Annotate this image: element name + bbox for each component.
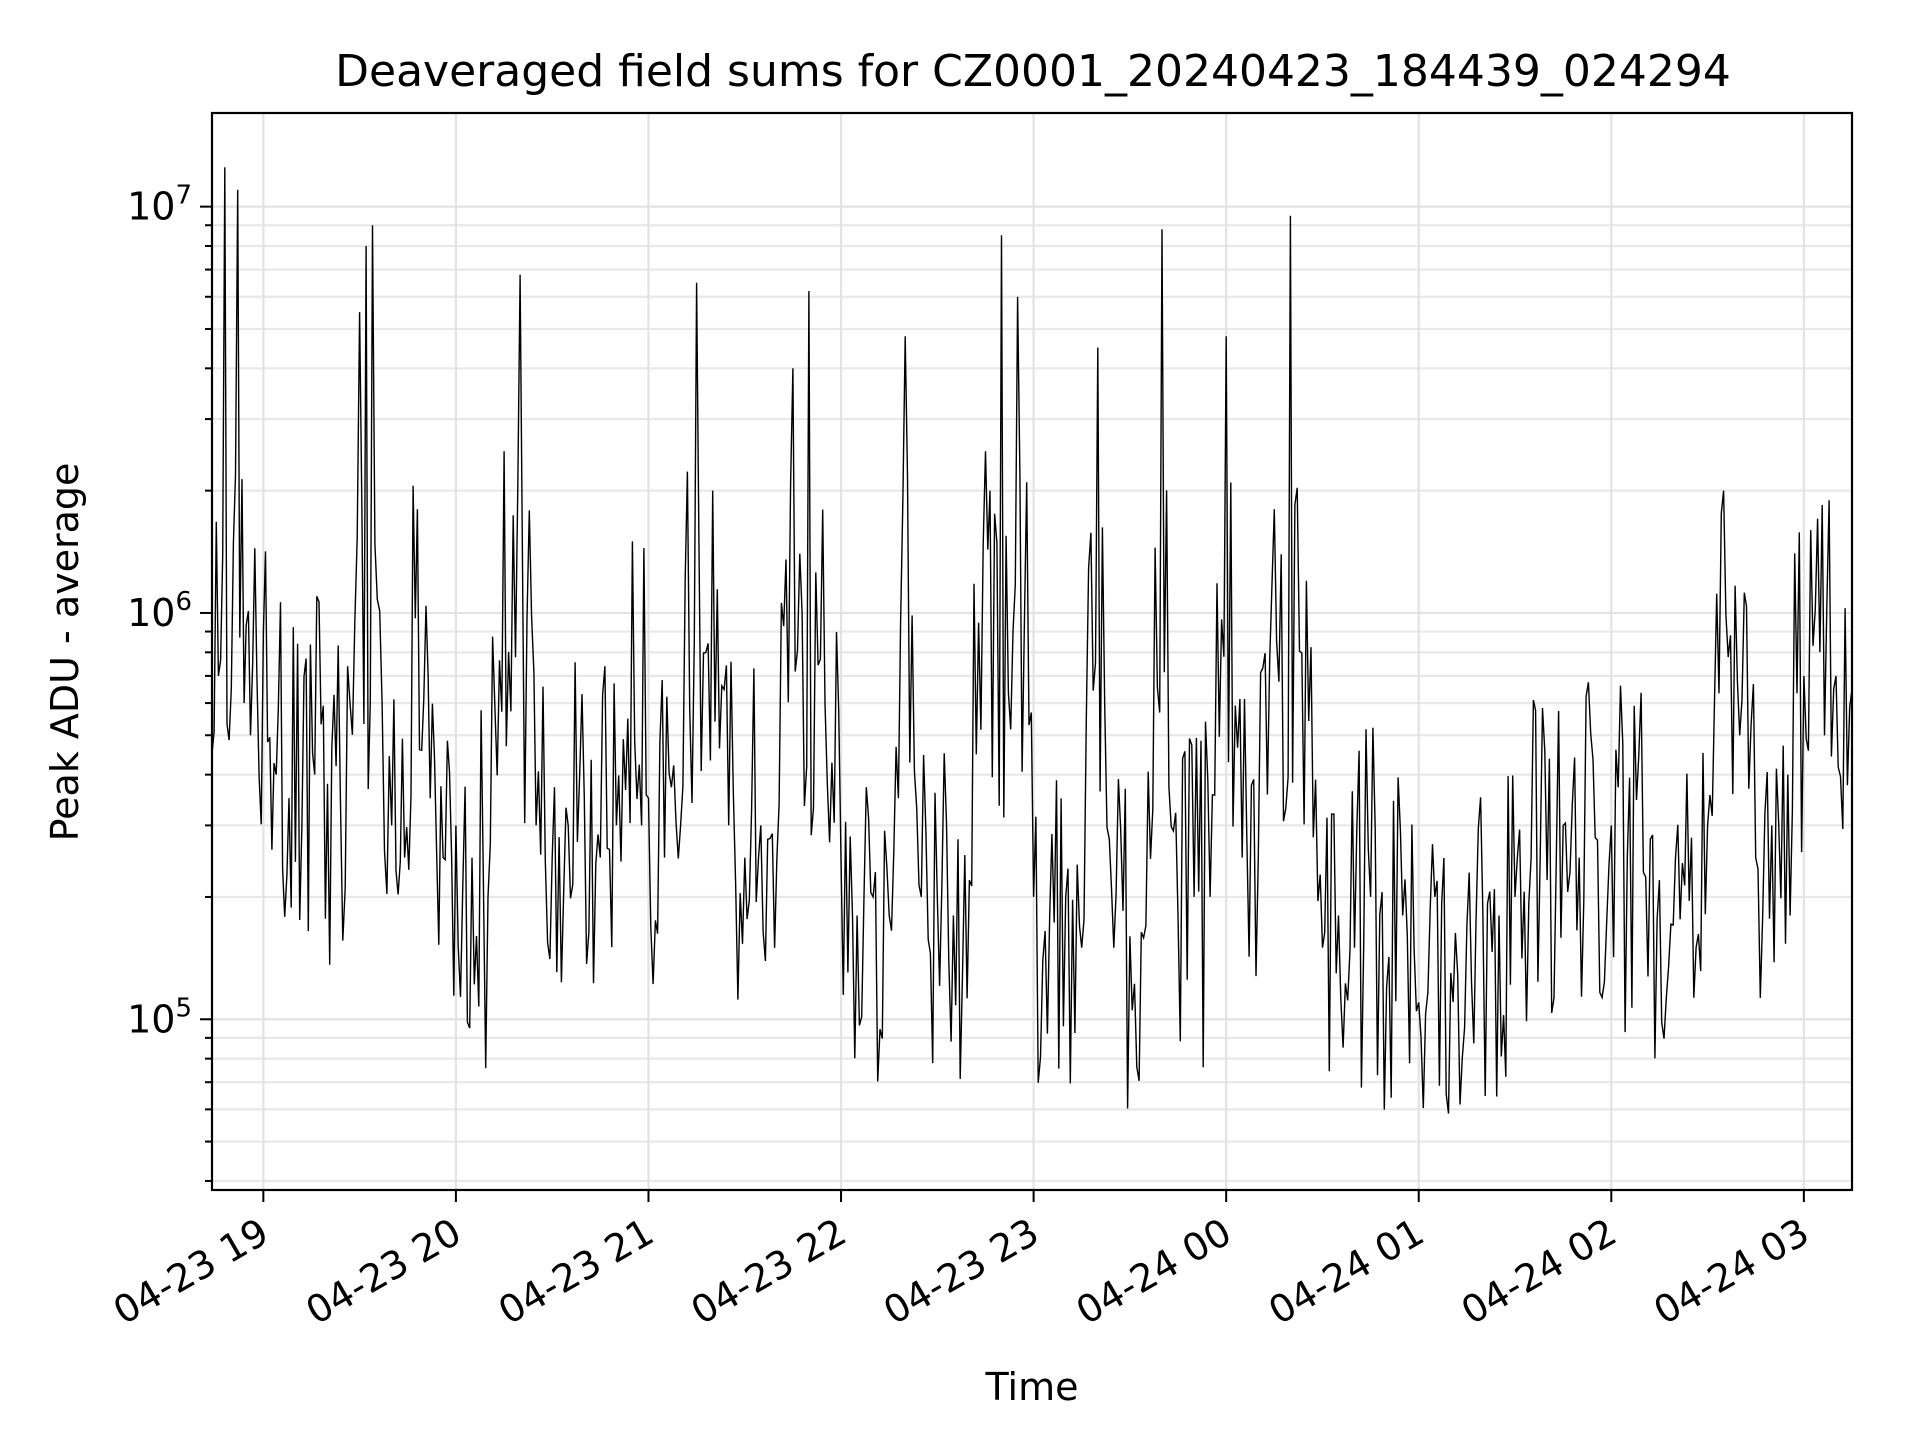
y-tick-label: 106 bbox=[127, 587, 192, 635]
series-line bbox=[211, 167, 1853, 1114]
y-tick-exponent: 5 bbox=[175, 993, 192, 1023]
y-tick-exponent: 7 bbox=[175, 181, 192, 211]
y-tick-base: 10 bbox=[127, 997, 175, 1041]
plot-area bbox=[211, 167, 1853, 1114]
y-tick-base: 10 bbox=[127, 591, 175, 635]
y-tick-exponent: 6 bbox=[175, 587, 192, 617]
y-tick-label: 105 bbox=[127, 993, 192, 1041]
y-tick-label: 107 bbox=[127, 181, 192, 229]
chart-title: Deaveraged field sums for CZ0001_2024042… bbox=[335, 46, 1731, 97]
y-tick-base: 10 bbox=[127, 185, 175, 229]
y-axis-label: Peak ADU - average bbox=[43, 463, 87, 842]
x-axis-label: Time bbox=[985, 1365, 1079, 1409]
